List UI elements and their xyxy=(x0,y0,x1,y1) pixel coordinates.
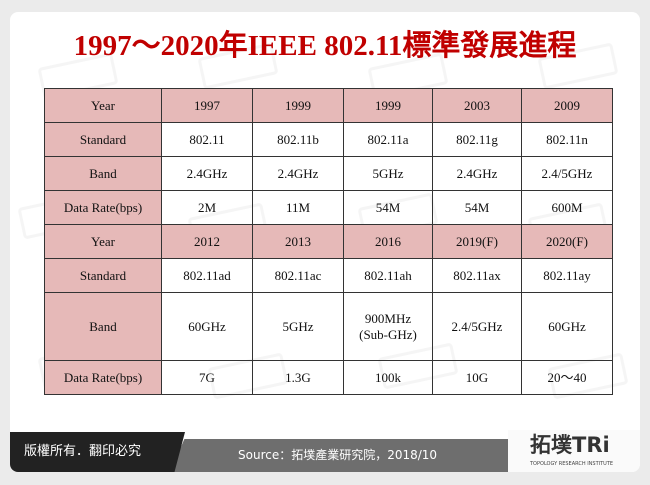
table-cell: 5GHz xyxy=(252,292,344,361)
logo-subtitle: TOPOLOGY RESEARCH INSTITUTE xyxy=(530,461,614,467)
row-header-cell: Data Rate(bps) xyxy=(44,360,162,395)
table-cell: 11M xyxy=(252,190,344,225)
table-cell: 802.11ax xyxy=(432,258,522,293)
table-row: Band 2.4GHz 2.4GHz 5GHz 2.4GHz 2.4/5GHz xyxy=(44,156,613,191)
table-row: Year 1997 1999 1999 2003 2009 xyxy=(44,88,613,123)
table-cell: 802.11n xyxy=(521,122,613,157)
table-cell: 60GHz xyxy=(161,292,253,361)
table-cell: 900MHz (Sub-GHz) xyxy=(343,292,433,361)
table-row: Band 60GHz 5GHz 900MHz (Sub-GHz) 2.4/5GHz 60G… xyxy=(44,292,613,361)
table-cell: 1999 xyxy=(343,88,433,123)
table-cell: 2M xyxy=(161,190,253,225)
table-row: Year 2012 2013 2016 2019(F) 2020(F) xyxy=(44,224,613,259)
row-header-cell: Year xyxy=(44,88,162,123)
table-row: Data Rate(bps) 7G 1.3G 100k 10G 20～40 xyxy=(44,360,613,395)
table-cell: 802.11b xyxy=(252,122,344,157)
row-header-cell: Band xyxy=(44,156,162,191)
table-cell: 54M xyxy=(432,190,522,225)
table-row: Standard 802.11ad 802.11ac 802.11ah 802.11ax… xyxy=(44,258,613,293)
table-cell: 2.4GHz xyxy=(432,156,522,191)
logo: 拓墣TRi TOPOLOGY RESEARCH INSTITUTE xyxy=(508,430,640,472)
table-cell: 2016 xyxy=(343,224,433,259)
table-cell: 5GHz xyxy=(343,156,433,191)
table-row: Data Rate(bps) 2M 11M 54M 54M 600M xyxy=(44,190,613,225)
table-cell: 802.11a xyxy=(343,122,433,157)
table-cell: 100k xyxy=(343,360,433,395)
table-cell: 7G xyxy=(161,360,253,395)
table-cell: 802.11ah xyxy=(343,258,433,293)
source-bar xyxy=(170,439,530,472)
row-header-cell: Band xyxy=(44,292,162,361)
row-header-cell: Standard xyxy=(44,258,162,293)
table-cell: 2020(F) xyxy=(521,224,613,259)
table-cell: 2003 xyxy=(432,88,522,123)
table-cell: 802.11g xyxy=(432,122,522,157)
table-cell: 2.4/5GHz xyxy=(521,156,613,191)
table-cell: 802.11ad xyxy=(161,258,253,293)
source-text: Source：拓墣產業研究院，2018/10 xyxy=(238,448,438,462)
table-cell: 2.4GHz xyxy=(161,156,253,191)
table-cell: 2012 xyxy=(161,224,253,259)
table-cell: 2009 xyxy=(521,88,613,123)
table-cell: 802.11ac xyxy=(252,258,344,293)
table-cell: 802.11ay xyxy=(521,258,613,293)
table-cell: 2.4/5GHz xyxy=(432,292,522,361)
table-row: Standard 802.11 802.11b 802.11a 802.11g 802.1… xyxy=(44,122,613,157)
row-header-cell: Standard xyxy=(44,122,162,157)
table-cell: 20～40 xyxy=(521,360,613,395)
page-title: 1997～2020年IEEE 802.11標準發展進程 xyxy=(73,30,577,62)
table-cell: 60GHz xyxy=(521,292,613,361)
table-cell: 1999 xyxy=(252,88,344,123)
table-cell: 2019(F) xyxy=(432,224,522,259)
table-cell: 2013 xyxy=(252,224,344,259)
table-cell: 1997 xyxy=(161,88,253,123)
footer: 版權所有．翻印必究 Source：拓墣產業研究院，2018/10 拓墣TRi T… xyxy=(10,430,640,472)
row-header-cell: Year xyxy=(44,224,162,259)
table-cell: 1.3G xyxy=(252,360,344,395)
logo-text: 拓墣TRi xyxy=(530,433,610,457)
row-header-cell: Data Rate(bps) xyxy=(44,190,162,225)
table-cell: 10G xyxy=(432,360,522,395)
table-cell: 2.4GHz xyxy=(252,156,344,191)
table-cell: 54M xyxy=(343,190,433,225)
copyright-notice: 版權所有．翻印必究 xyxy=(10,432,185,472)
table-cell: 600M xyxy=(521,190,613,225)
standards-table: Year 1997 1999 1999 2003 2009 Standard 802.11 80… xyxy=(44,88,613,395)
table-cell: 802.11 xyxy=(161,122,253,157)
